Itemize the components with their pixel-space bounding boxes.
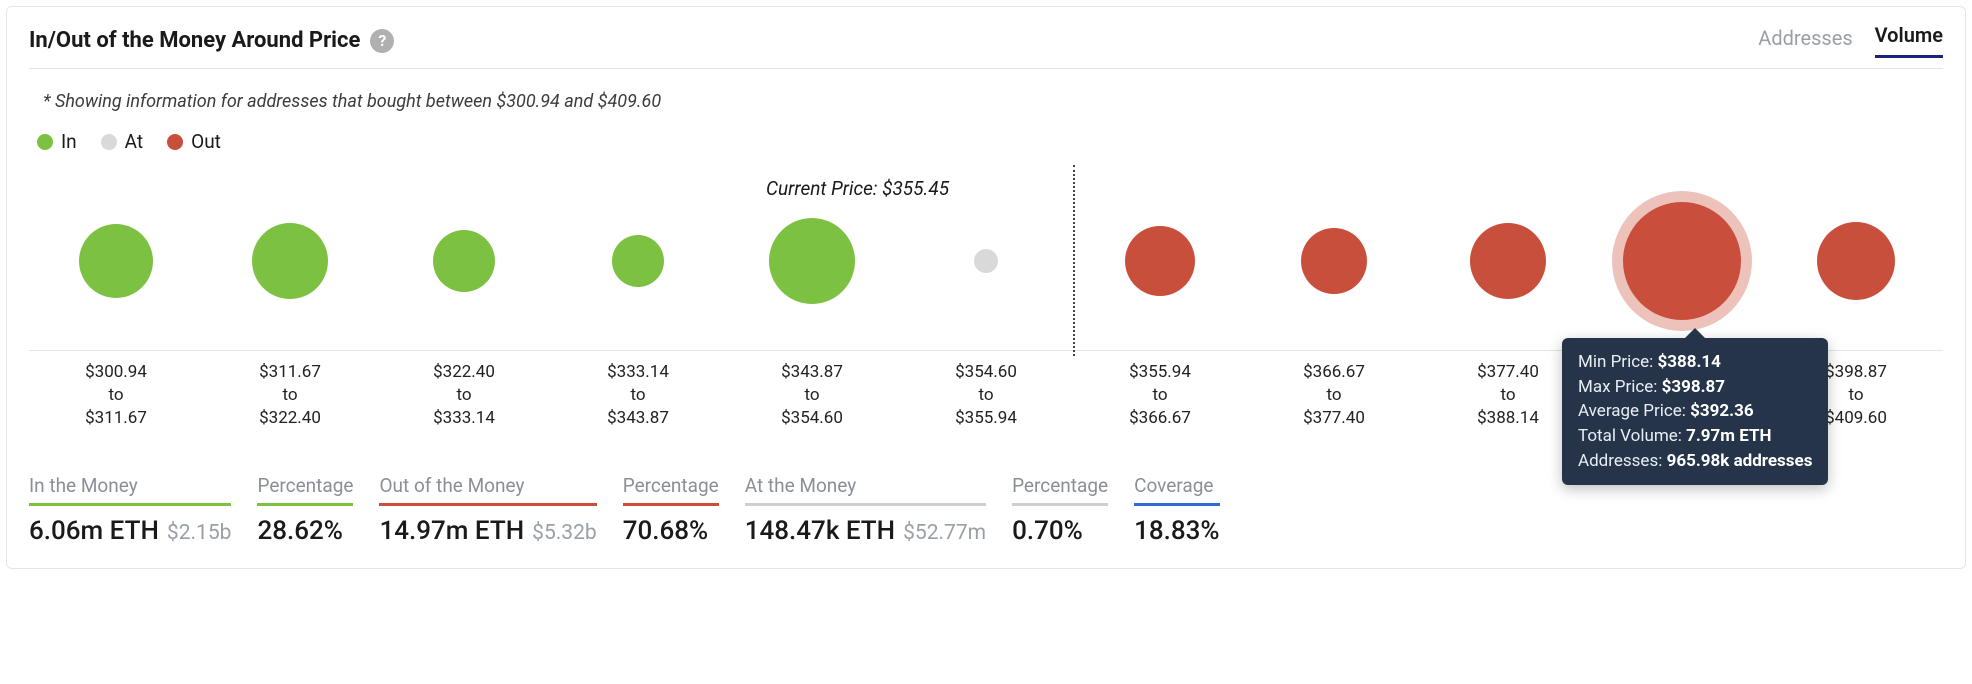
bubble-slot[interactable] [377,171,551,350]
stat-block: Percentage 0.70% [1012,474,1108,546]
stat-block: Coverage 18.83% [1134,474,1219,546]
axis-label: $333.14to$343.87 [551,361,725,430]
stat-label: Percentage [257,474,353,506]
axis-label: $343.87to$354.60 [725,361,899,430]
stat-block: Percentage 28.62% [257,474,353,546]
bubble[interactable] [1125,226,1195,296]
stat-subvalue: $2.15b [167,521,232,545]
axis-label: $354.60to$355.94 [899,361,1073,430]
stat-label: Percentage [1012,474,1108,506]
tabs: Addresses Volume [1758,23,1943,58]
info-note: * Showing information for addresses that… [43,91,1943,112]
legend-in: In [37,130,77,153]
bubble-slot[interactable] [1769,171,1943,350]
legend-label-at: At [125,130,143,153]
help-icon[interactable]: ? [370,29,394,53]
title-wrap: In/Out of the Money Around Price ? [29,28,394,53]
page-title: In/Out of the Money Around Price [29,28,360,53]
bubble-slot[interactable] [1595,171,1769,350]
bubble[interactable] [974,249,998,273]
legend-label-out: Out [191,130,221,153]
stat-label: Coverage [1134,474,1219,506]
bubble[interactable] [1817,222,1895,300]
stat-label: Out of the Money [379,474,596,506]
axis-label: $311.67to$322.40 [203,361,377,430]
bubble-slot[interactable] [1073,171,1247,350]
bubble[interactable] [79,224,153,298]
stat-value: 148.47k ETH$52.77m [745,516,986,546]
bubble[interactable] [1470,223,1546,299]
legend-at: At [101,130,143,153]
stat-subvalue: $52.77m [903,521,986,545]
bubble[interactable] [612,235,664,287]
bubble-row [29,171,1943,351]
stat-value: 14.97m ETH$5.32b [379,516,596,546]
stat-block: Percentage 70.68% [623,474,719,546]
stat-value: 28.62% [257,516,353,546]
tab-volume[interactable]: Volume [1875,23,1943,58]
axis-label: $300.94to$311.67 [29,361,203,430]
iomap-card: In/Out of the Money Around Price ? Addre… [6,6,1966,569]
bubble-slot[interactable] [725,171,899,350]
bubble-halo [1612,191,1752,331]
bubble[interactable] [252,223,328,299]
header: In/Out of the Money Around Price ? Addre… [29,23,1943,69]
stat-block: At the Money 148.47k ETH$52.77m [745,474,986,546]
stat-label: In the Money [29,474,231,506]
stat-block: Out of the Money 14.97m ETH$5.32b [379,474,596,546]
stat-value: 6.06m ETH$2.15b [29,516,231,546]
stat-label: Percentage [623,474,719,506]
bubble-slot[interactable] [1421,171,1595,350]
stat-value: 0.70% [1012,516,1108,546]
axis-label: $322.40to$333.14 [377,361,551,430]
legend: In At Out [37,130,1943,153]
tab-addresses[interactable]: Addresses [1758,26,1852,58]
bubble-slot[interactable] [1247,171,1421,350]
tooltip: Min Price: $388.14Max Price: $398.87Aver… [1562,338,1828,485]
legend-label-in: In [61,130,77,153]
bubble-slot[interactable] [899,171,1073,350]
legend-out: Out [167,130,221,153]
bubble-slot[interactable] [551,171,725,350]
stat-subvalue: $5.32b [532,521,597,545]
chart: Current Price: $355.45 $300.94to$311.67$… [29,171,1943,430]
bubble-slot[interactable] [203,171,377,350]
bubble[interactable] [769,218,855,304]
axis-label: $355.94to$366.67 [1073,361,1247,430]
stat-block: In the Money 6.06m ETH$2.15b [29,474,231,546]
bubble-slot[interactable] [29,171,203,350]
legend-dot-in [37,134,53,150]
stat-value: 18.83% [1134,516,1219,546]
stat-value: 70.68% [623,516,719,546]
price-divider [1073,165,1075,356]
stat-label: At the Money [745,474,986,506]
bubble[interactable] [1301,228,1367,294]
legend-dot-at [101,134,117,150]
legend-dot-out [167,134,183,150]
axis-label: $366.67to$377.40 [1247,361,1421,430]
bubble[interactable] [433,230,495,292]
